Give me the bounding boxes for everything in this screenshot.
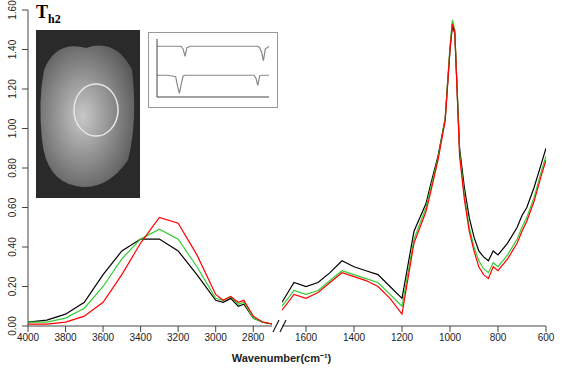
svg-text:4000: 4000 bbox=[17, 332, 40, 343]
svg-text:1.60: 1.60 bbox=[7, 0, 18, 20]
svg-text:0.60: 0.60 bbox=[7, 197, 18, 217]
svg-text:1400: 1400 bbox=[343, 332, 366, 343]
svg-text:1000: 1000 bbox=[439, 332, 462, 343]
svg-text:600: 600 bbox=[538, 332, 555, 343]
svg-text:1.40: 1.40 bbox=[7, 39, 18, 59]
svg-text:3000: 3000 bbox=[205, 332, 228, 343]
html-text:Th2: Th2 bbox=[36, 2, 61, 26]
svg-text:1600: 1600 bbox=[295, 332, 318, 343]
svg-text:3400: 3400 bbox=[129, 332, 152, 343]
svg-text:1.00: 1.00 bbox=[7, 118, 18, 138]
svg-text:0.00: 0.00 bbox=[7, 316, 18, 336]
svg-text:3600: 3600 bbox=[92, 332, 115, 343]
svg-text:0.40: 0.40 bbox=[7, 237, 18, 257]
html-text:Wavenumber(cm⁻¹): Wavenumber(cm⁻¹) bbox=[231, 352, 332, 364]
svg-text:1200: 1200 bbox=[391, 332, 414, 343]
svg-text:3200: 3200 bbox=[167, 332, 190, 343]
svg-text:0.20: 0.20 bbox=[7, 276, 18, 296]
svg-text:800: 800 bbox=[490, 332, 507, 343]
svg-text:2800: 2800 bbox=[242, 332, 265, 343]
svg-text:3800: 3800 bbox=[54, 332, 77, 343]
svg-text:0.80: 0.80 bbox=[7, 158, 18, 178]
svg-text:1.20: 1.20 bbox=[7, 79, 18, 99]
